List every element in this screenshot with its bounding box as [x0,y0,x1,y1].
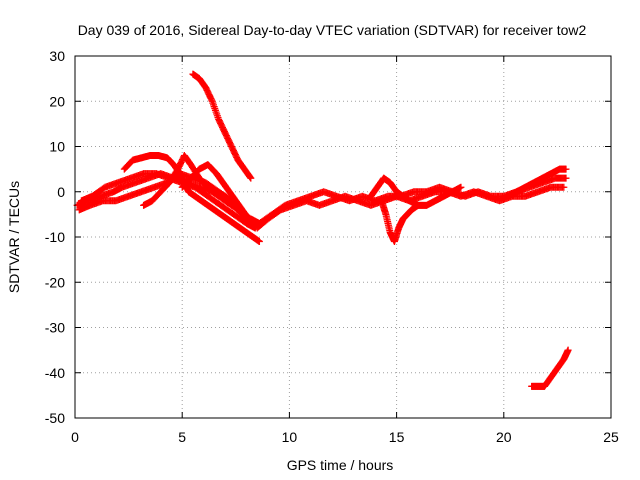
x-axis-label: GPS time / hours [287,457,394,473]
y-tick-label: 10 [49,139,65,155]
y-tick-label: -10 [45,229,65,245]
series-track-11 [528,346,572,390]
y-tick-label: -50 [45,410,65,426]
series-track-9 [367,174,465,209]
x-tick-label: 10 [282,429,298,445]
series-track-6 [178,161,259,232]
data-point [247,174,255,182]
y-tick-label: -30 [45,320,65,336]
series-track-10 [504,165,570,200]
data-point [564,346,572,354]
series-track-2 [75,170,568,232]
y-tick-label: 20 [49,93,65,109]
series-track-8 [378,197,422,246]
chart-title: Day 039 of 2016, Sidereal Day-to-day VTE… [78,22,587,38]
data-point [255,238,263,246]
grid [75,56,611,418]
axis-ticks: 0 5 10 15 20 25 30 20 10 0 -10 -20 -30 -40 -50 [45,48,619,445]
data-point [457,183,465,191]
data-point [560,183,568,191]
y-tick-label: 0 [57,184,65,200]
x-tick-label: 25 [603,429,619,445]
y-axis-label: SDTVAR / TECUs [6,181,22,293]
y-tick-label: -40 [45,365,65,381]
plot-area [73,70,572,390]
x-tick-label: 5 [178,429,186,445]
y-tick-label: 30 [49,48,65,64]
x-tick-label: 0 [71,429,79,445]
x-tick-label: 20 [496,429,512,445]
series-track-7 [189,70,255,182]
data-point [251,224,259,232]
data-point [562,165,570,173]
y-tick-label: -20 [45,274,65,290]
x-tick-label: 15 [389,429,405,445]
data-point [562,174,570,182]
